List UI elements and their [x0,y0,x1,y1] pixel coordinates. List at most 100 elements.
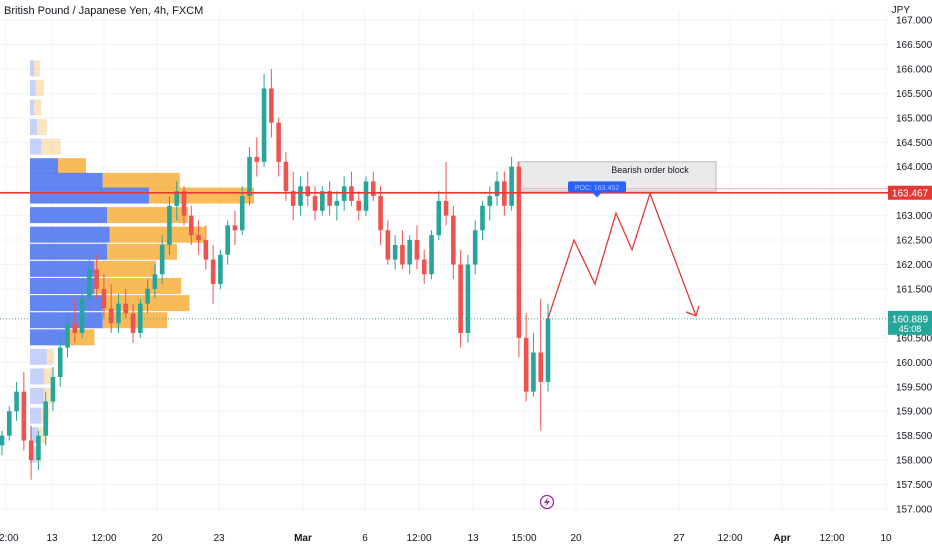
candle-body [443,200,449,216]
y-axis-tick-label: 161.500 [896,284,932,295]
candle-body [349,186,354,201]
y-axis-tick-label: 165.000 [896,113,932,124]
x-axis-tick-label: 12:00 [91,533,116,544]
candle-body [254,156,260,162]
candle-body [305,186,311,197]
y-axis-tick-label: 166.500 [896,40,932,51]
volume-profile-buy-bar [30,388,44,405]
x-axis-tick-label: 27 [673,533,685,544]
candle-body [516,166,522,338]
candle-body [87,269,92,299]
y-axis-tick-label: 159.000 [896,407,932,418]
y-axis-tick-label: 159.500 [896,382,932,393]
volume-profile-buy-bar [30,99,35,116]
currency-label: JPY [891,5,910,16]
candle-body [385,230,391,260]
volume-profile-buy-bar [30,138,42,155]
candle-body [94,269,99,289]
candle-body [298,186,303,206]
volume-profile-sell-bar [46,348,54,365]
candle-body [429,235,434,275]
candle-body [480,205,485,231]
candle-body [407,240,412,265]
volume-profile-sell-bar [149,187,254,204]
candle-body [130,313,136,333]
candle-body [400,244,405,265]
candle-body [494,181,500,197]
candle-body [123,303,129,314]
candle-body [174,191,180,206]
y-axis-tick-label: 163.000 [896,211,932,222]
x-axis-tick-label: 15:00 [511,533,536,544]
chart-title: British Pound / Japanese Yen, 4h, FXCM [4,5,204,17]
volume-profile-sell-bar [109,226,205,243]
volume-profile-buy-bar [30,427,39,444]
volume-profile-buy-bar [30,368,44,385]
y-axis-tick-label: 158.500 [896,431,932,442]
candle-body [421,259,427,275]
volume-profile-sell-bar [37,119,47,136]
candle-body [378,196,383,231]
volume-profile-buy-bar [30,243,107,260]
x-axis-tick-label: 12:00 [0,533,19,544]
candle-body [436,200,442,236]
volume-profile-buy-bar [30,158,58,175]
candle-body [218,254,223,285]
candle-body [28,440,34,461]
y-axis-tick-label: 164.500 [896,138,932,149]
x-axis-tick-label: 12:00 [717,533,742,544]
x-axis-tick-label: 20 [151,533,163,544]
volume-profile-sell-bar [66,329,95,346]
candle-body [502,181,507,206]
y-axis-tick-label: 160.000 [896,358,932,369]
candle-body [545,318,551,382]
x-axis-tick-label: Mar [294,533,312,544]
projection-arrowhead [685,305,700,317]
candle-body [6,411,12,436]
y-axis-tick-label: 166.000 [896,64,932,75]
volume-profile-buy-bar [30,187,149,204]
y-axis-tick-label: 157.500 [896,480,932,491]
x-axis-tick-label: 12:00 [819,533,844,544]
candle-body [57,347,63,377]
candle-body [276,122,281,162]
candle-body [21,391,27,441]
candle-body [145,288,150,304]
candle-body [327,191,332,206]
volume-profile-sell-bar [34,60,40,77]
candle-body [101,288,107,309]
candle-body [370,181,376,197]
candle-body [188,215,194,236]
candle-body [334,200,340,206]
candle-body [247,156,252,197]
candle-body [465,264,471,333]
poc-marker-pointer [592,192,602,198]
candle-body [269,88,274,123]
candle-body [167,205,172,245]
candle-body [50,376,56,402]
candle-body [79,298,85,333]
candle-body [152,274,158,289]
candle-body [210,259,216,285]
volume-profile-buy-bar [30,207,107,224]
candle-body [451,215,456,265]
resistance-price-tag [888,185,932,200]
candle-body [290,191,296,206]
volume-profile-sell-bar [35,79,44,96]
candle-body [523,337,529,392]
poc-marker-label: POC: 163.452 [575,185,619,192]
volume-profile-sell-bar [94,278,182,295]
volume-profile-sell-bar [34,99,42,116]
candle-body [14,391,19,412]
candle-body [108,308,114,324]
volume-profile-buy-bar [30,172,103,189]
volume-profile-buy-bar [30,278,95,295]
candle-body [414,240,420,260]
candle-body [538,352,544,382]
candle-body [509,166,514,206]
y-axis-tick-label: 162.500 [896,236,932,247]
volume-profile-buy-bar [30,119,37,136]
volume-profile-buy-bar [30,226,110,243]
